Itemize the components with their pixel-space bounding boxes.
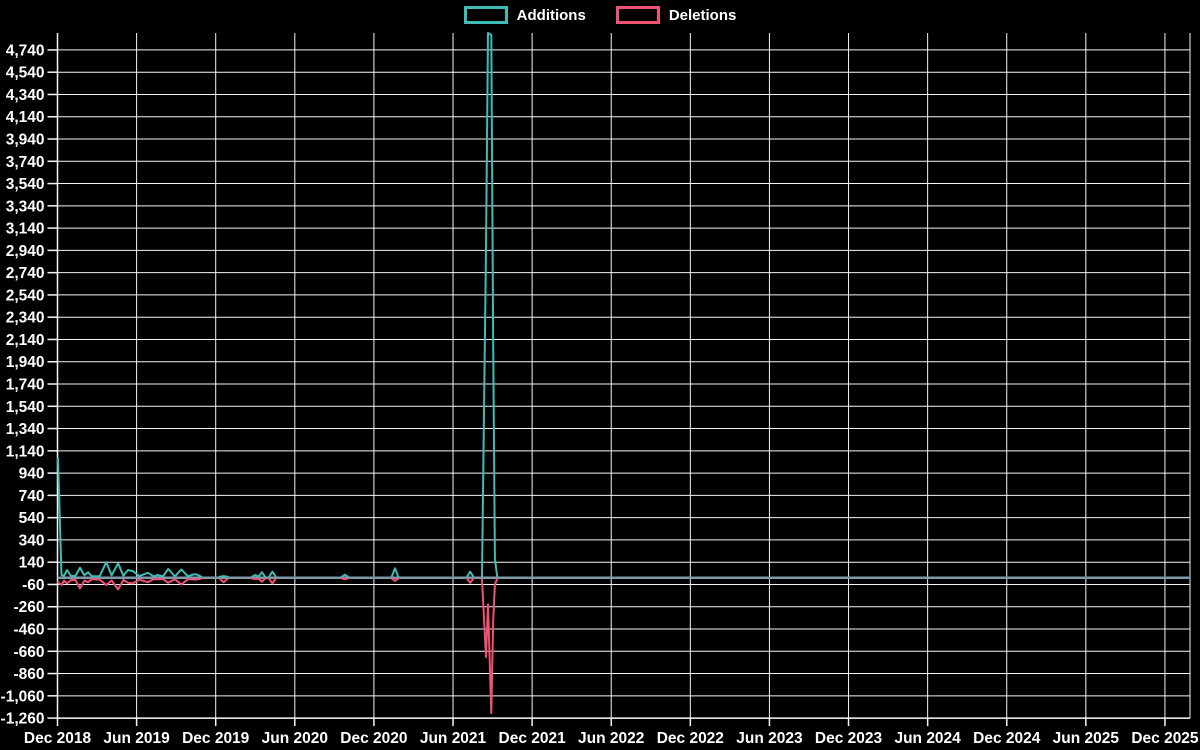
x-tick-label: Dec 2022 xyxy=(657,730,724,747)
y-tick-label: 2,940 xyxy=(6,243,45,260)
x-tick-label: Dec 2025 xyxy=(1131,730,1199,747)
y-tick-label: -460 xyxy=(13,622,44,639)
legend-item-deletions[interactable]: Deletions xyxy=(615,6,737,24)
x-tick-label: Jun 2019 xyxy=(103,730,170,747)
y-tick-label: 3,940 xyxy=(6,132,45,149)
y-tick-label: 340 xyxy=(19,532,45,549)
y-tick-label: 1,940 xyxy=(6,354,45,371)
deletions-swatch-icon xyxy=(615,6,660,24)
x-tick-label: Dec 2018 xyxy=(24,730,92,747)
legend-label-additions: Additions xyxy=(516,6,586,24)
x-tick-label: Dec 2019 xyxy=(182,730,250,747)
y-tick-label: 4,340 xyxy=(6,87,45,104)
y-tick-label: -1,260 xyxy=(1,711,45,728)
chart-legend: Additions Deletions xyxy=(0,6,1200,24)
legend-label-deletions: Deletions xyxy=(668,6,737,24)
y-tick-label: 1,540 xyxy=(6,399,45,416)
deletions-line xyxy=(57,577,499,715)
y-tick-label: 1,740 xyxy=(6,377,45,394)
y-tick-label: 740 xyxy=(19,488,45,505)
y-tick-label: 3,340 xyxy=(6,198,45,215)
x-tick-label: Dec 2024 xyxy=(973,730,1041,747)
legend-item-additions[interactable]: Additions xyxy=(463,6,586,24)
y-tick-label: 3,540 xyxy=(6,176,45,193)
x-tick-label: Jun 2025 xyxy=(1053,730,1120,747)
y-tick-label: 3,140 xyxy=(6,221,45,238)
y-tick-label: 3,740 xyxy=(6,154,45,171)
y-tick-label: 540 xyxy=(19,510,45,527)
y-tick-label: 1,140 xyxy=(6,443,45,460)
y-tick-label: 140 xyxy=(19,555,45,572)
x-tick-label: Jun 2022 xyxy=(578,730,644,747)
y-tick-label: -660 xyxy=(13,644,44,661)
y-tick-label: 1,340 xyxy=(6,421,45,438)
x-tick-label: Jun 2023 xyxy=(736,730,803,747)
additions-swatch-icon xyxy=(463,6,508,24)
y-tick-label: 4,140 xyxy=(6,109,45,126)
y-tick-label: 2,140 xyxy=(6,332,45,349)
x-tick-label: Dec 2023 xyxy=(815,730,883,747)
x-tick-label: Jun 2020 xyxy=(262,730,328,747)
x-tick-label: Jun 2024 xyxy=(894,730,961,747)
x-tick-label: Dec 2020 xyxy=(340,730,407,747)
y-tick-label: 2,740 xyxy=(6,265,45,282)
y-tick-label: -860 xyxy=(13,666,44,683)
y-tick-label: 4,740 xyxy=(6,42,45,59)
y-tick-label: 2,540 xyxy=(6,287,45,304)
y-tick-label: 2,340 xyxy=(6,310,45,327)
x-tick-label: Dec 2021 xyxy=(499,730,567,747)
y-tick-label: 940 xyxy=(19,466,45,483)
y-tick-label: -1,060 xyxy=(1,688,45,705)
y-tick-label: -60 xyxy=(22,577,44,594)
additions-line xyxy=(57,32,499,578)
y-tick-label: -260 xyxy=(13,599,44,616)
x-tick-label: Jun 2021 xyxy=(420,730,487,747)
y-tick-label: 4,540 xyxy=(6,65,45,82)
